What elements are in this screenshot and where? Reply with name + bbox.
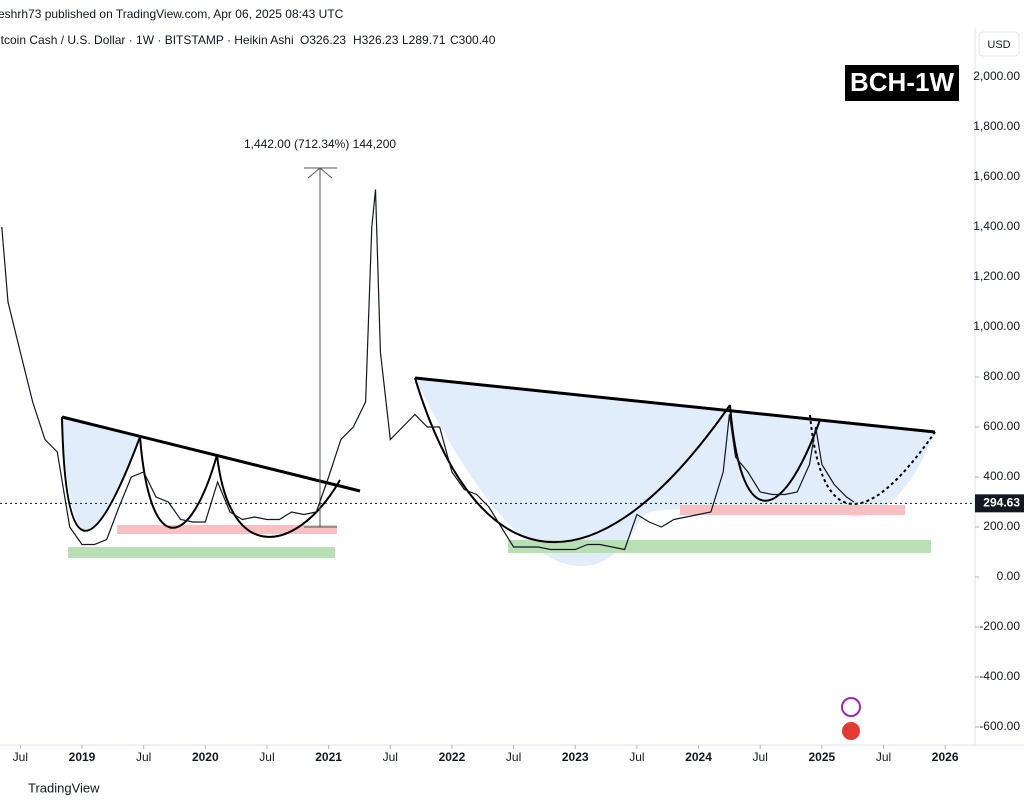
currency[interactable]: USD [987,39,1010,51]
x-tick-label: Jul [136,750,151,764]
last-price-box [975,494,1024,513]
x-tick-label: 2021 [315,750,342,764]
x-tick-label: Jul [629,750,644,764]
y-tick-label: 400.00 [983,469,1020,483]
published: eshrh73 published on TradingView.com, Ap… [0,7,344,21]
x-tick-label: Jul [383,750,398,764]
y-tick-label: 2,000.00 [973,69,1020,83]
last-price-label: 294.63 [983,496,1020,510]
y-tick-label: 1,600.00 [973,169,1020,183]
x-tick-label: 2019 [69,750,96,764]
y-tick-label: 200.00 [983,519,1020,533]
x-tick-label: 2026 [932,750,959,764]
y-tick-label: -200.00 [979,619,1020,633]
badge-box [845,65,959,101]
badge: BCH-1W [850,67,954,97]
x-tick-label: 2024 [685,750,712,764]
ohlc-close: C300.40 [450,33,496,47]
measure-annotation: 1,442.00 (712.34%) 144,200 [244,137,396,151]
x-tick-label: Jul [753,750,768,764]
x-tick-label: 2022 [439,750,466,764]
y-tick-label: 800.00 [983,369,1020,383]
y-tick-label: 600.00 [983,419,1020,433]
ohlc-open: O326.23 [300,33,346,47]
currency-box[interactable] [978,31,1020,57]
symbol: itcoin Cash / U.S. Dollar · 1W · BITSTAM… [0,33,294,47]
x-tick-label: Jul [259,750,274,764]
y-tick-label: 1,200.00 [973,269,1020,283]
y-tick-label: 1,400.00 [973,219,1020,233]
pattern-drawings [61,167,936,740]
x-tick-label: 2020 [192,750,219,764]
y-tick-label: 0.00 [997,569,1021,583]
ohlc-low: L289.71 [402,33,446,47]
x-tick-label: 2023 [562,750,589,764]
ohlc-high: H326.23 [353,33,399,47]
price-line [1,189,855,551]
x-tick-label: Jul [506,750,521,764]
y-tick-label: 1,800.00 [973,119,1020,133]
x-tick-label: Jul [13,750,28,764]
y-tick-label: 1,000.00 [973,319,1020,333]
x-tick-label: 2025 [808,750,835,764]
x-tick-label: Jul [876,750,891,764]
footer: TradingView [28,780,100,795]
y-tick-label: -600.00 [979,719,1020,733]
y-tick-label: -400.00 [979,669,1020,683]
